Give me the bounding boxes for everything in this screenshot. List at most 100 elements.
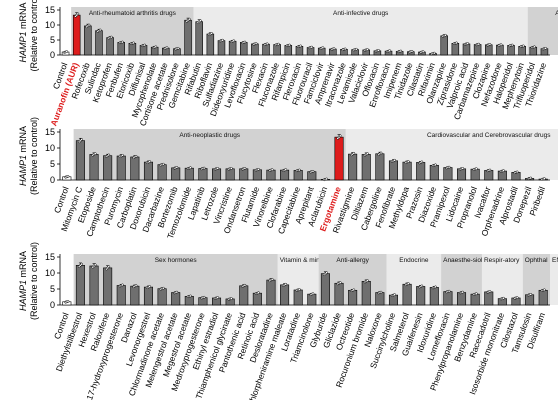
bar [320, 273, 330, 306]
bar [72, 14, 81, 56]
data-point [229, 297, 233, 300]
panel-3: Sex hormones Vitamin & mineral Anti-allerg… [18, 242, 558, 400]
y-axis-title: HAMP1 mRNA [18, 126, 28, 186]
data-point [165, 46, 169, 50]
bar [251, 43, 259, 56]
data-point [474, 292, 478, 296]
bar [388, 294, 398, 306]
data-point [134, 154, 138, 158]
data-point [66, 175, 70, 178]
bar [280, 284, 290, 306]
data-point [529, 293, 533, 296]
bar [457, 168, 467, 181]
data-point [284, 168, 288, 172]
bar [212, 168, 222, 181]
data-point [338, 134, 342, 138]
bar [507, 45, 515, 56]
bar [348, 153, 358, 181]
bar [184, 167, 194, 181]
y-tick-label: 15 [45, 252, 55, 262]
bar [217, 40, 226, 56]
bar [252, 169, 262, 181]
y-axis-gene: HAMP1 [18, 280, 28, 311]
y-axis-title: HAMP1 mRNA [18, 251, 28, 311]
data-point [406, 282, 410, 285]
bar [89, 265, 99, 306]
data-point [265, 42, 269, 46]
data-point [354, 47, 358, 51]
group-label: Respir-atory [484, 257, 520, 264]
data-point [284, 282, 288, 286]
data-point [366, 48, 369, 51]
bar [266, 169, 276, 181]
bar [266, 279, 276, 306]
bar [484, 44, 493, 56]
data-point [434, 285, 437, 289]
data-point [270, 168, 274, 172]
bar [429, 164, 439, 181]
data-point [276, 42, 280, 46]
data-point [65, 50, 69, 53]
group-band [550, 254, 558, 305]
bar [470, 293, 480, 306]
data-point [175, 166, 179, 169]
bar [262, 43, 270, 56]
group-label: Vitamin & mineral [280, 257, 331, 264]
data-point [232, 39, 236, 43]
data-point [510, 43, 514, 47]
data-point [189, 294, 192, 298]
data-point [298, 288, 301, 291]
bar [280, 169, 290, 181]
data-point [257, 291, 260, 295]
bar [457, 292, 467, 306]
bar [171, 292, 181, 306]
bar [451, 42, 460, 56]
y-tick-label: 0 [50, 300, 55, 310]
data-point [488, 43, 492, 46]
data-point [352, 151, 356, 155]
data-point [216, 167, 220, 170]
bar [484, 170, 494, 181]
data-point [80, 138, 83, 141]
data-point [447, 289, 451, 293]
bar [361, 281, 371, 306]
y-tick-label: 0 [50, 50, 55, 60]
y-axis-gene: HAMP1 [18, 31, 28, 62]
bar [375, 292, 385, 306]
data-point [477, 42, 481, 46]
data-point [515, 170, 519, 174]
data-point [406, 160, 410, 163]
data-point [434, 163, 437, 167]
bar [293, 289, 303, 306]
data-point [488, 290, 492, 293]
data-point [107, 153, 111, 157]
data-point [311, 292, 315, 296]
bar [440, 35, 448, 56]
data-point [93, 263, 97, 267]
bar [538, 289, 548, 306]
data-point [161, 286, 165, 290]
y-axis-subtitle: (Relative to control) [29, 0, 39, 72]
bar [128, 42, 137, 56]
group-label: Sex hormones [155, 257, 198, 264]
bar [402, 283, 412, 306]
data-point [515, 296, 519, 299]
data-point [310, 45, 314, 49]
bar [239, 42, 248, 56]
data-point [420, 160, 424, 164]
bar [416, 162, 426, 181]
data-point [325, 271, 328, 275]
bar [116, 285, 126, 306]
bar [462, 43, 471, 56]
bar [130, 156, 140, 181]
data-point [399, 49, 403, 53]
data-point [121, 40, 124, 44]
data-point [270, 277, 274, 281]
data-point [466, 42, 469, 45]
bar [239, 285, 249, 306]
data-point [461, 167, 465, 170]
data-point [109, 35, 113, 39]
data-point [175, 290, 179, 294]
data-point [216, 296, 220, 299]
